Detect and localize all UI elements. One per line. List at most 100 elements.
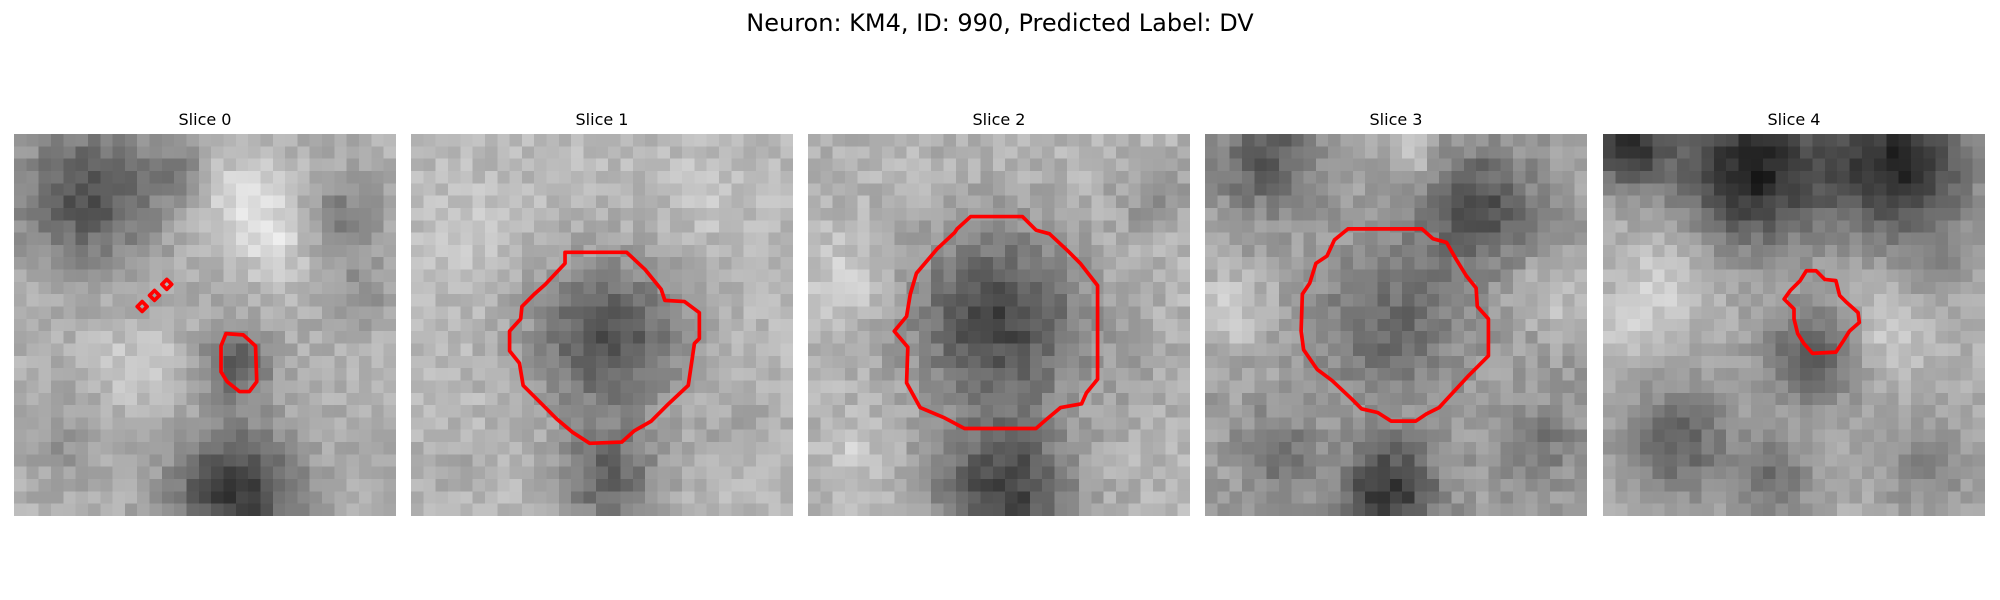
image-pixel <box>497 319 510 332</box>
image-pixel <box>199 183 212 196</box>
image-pixel <box>371 245 384 258</box>
image-pixel <box>1513 233 1526 246</box>
image-pixel <box>125 331 138 344</box>
image-pixel <box>1427 134 1440 147</box>
image-pixel <box>1254 504 1267 516</box>
image-pixel <box>808 134 821 147</box>
image-pixel <box>384 208 396 221</box>
image-pixel <box>547 282 560 295</box>
image-pixel <box>1242 504 1255 516</box>
image-pixel <box>1776 245 1789 258</box>
image-pixel <box>223 356 236 369</box>
image-pixel <box>51 220 64 233</box>
image-pixel <box>1615 171 1628 184</box>
image-pixel <box>968 307 981 320</box>
image-pixel <box>919 233 932 246</box>
image-pixel <box>944 491 957 504</box>
image-pixel <box>411 417 424 430</box>
image-pixel <box>1702 146 1715 159</box>
image-pixel <box>14 417 27 430</box>
image-pixel <box>1116 294 1129 307</box>
image-pixel <box>51 270 64 283</box>
image-pixel <box>1702 430 1715 443</box>
image-pixel <box>857 467 870 480</box>
image-pixel <box>1874 467 1887 480</box>
image-pixel <box>1562 257 1575 270</box>
image-pixel <box>919 134 932 147</box>
image-pixel <box>63 454 76 467</box>
image-pixel <box>223 442 236 455</box>
image-pixel <box>870 405 883 418</box>
image-pixel <box>968 319 981 332</box>
image-pixel <box>993 171 1006 184</box>
image-pixel <box>1849 146 1862 159</box>
image-pixel <box>359 220 372 233</box>
image-pixel <box>1763 134 1776 147</box>
image-pixel <box>707 454 720 467</box>
image-pixel <box>1640 380 1653 393</box>
image-pixel <box>174 196 187 209</box>
image-pixel <box>1304 479 1317 492</box>
image-pixel <box>137 467 150 480</box>
image-pixel <box>919 430 932 443</box>
image-pixel <box>76 504 89 516</box>
image-pixel <box>1304 294 1317 307</box>
image-pixel <box>411 196 424 209</box>
image-pixel <box>1378 430 1391 443</box>
image-pixel <box>534 343 547 356</box>
image-pixel <box>1304 134 1317 147</box>
image-pixel <box>510 454 523 467</box>
image-pixel <box>1948 220 1961 233</box>
image-pixel <box>1378 491 1391 504</box>
image-pixel <box>150 208 163 221</box>
image-pixel <box>1837 467 1850 480</box>
image-pixel <box>436 380 449 393</box>
image-pixel <box>322 430 335 443</box>
image-pixel <box>633 159 646 172</box>
image-pixel <box>645 307 658 320</box>
image-pixel <box>1788 245 1801 258</box>
image-pixel <box>1862 393 1875 406</box>
image-pixel <box>14 491 27 504</box>
image-pixel <box>1874 368 1887 381</box>
image-pixel <box>820 380 833 393</box>
image-pixel <box>174 257 187 270</box>
image-pixel <box>1800 146 1813 159</box>
image-pixel <box>522 183 535 196</box>
image-pixel <box>1153 430 1166 443</box>
image-pixel <box>1005 491 1018 504</box>
image-pixel <box>285 146 298 159</box>
image-pixel <box>174 417 187 430</box>
image-pixel <box>1763 504 1776 516</box>
image-pixel <box>1714 134 1727 147</box>
image-pixel <box>1640 183 1653 196</box>
image-pixel <box>571 368 584 381</box>
image-pixel <box>510 183 523 196</box>
image-pixel <box>460 171 473 184</box>
image-pixel <box>707 134 720 147</box>
image-pixel <box>162 134 175 147</box>
image-pixel <box>1911 504 1924 516</box>
image-pixel <box>1205 331 1218 344</box>
image-pixel <box>1776 479 1789 492</box>
image-pixel <box>460 233 473 246</box>
image-pixel <box>39 282 52 295</box>
image-pixel <box>1316 294 1329 307</box>
image-pixel <box>596 146 609 159</box>
image-pixel <box>820 331 833 344</box>
image-pixel <box>1973 208 1985 221</box>
image-pixel <box>423 183 436 196</box>
image-pixel <box>1054 183 1067 196</box>
image-pixel <box>534 245 547 258</box>
image-pixel <box>682 183 695 196</box>
image-pixel <box>1513 491 1526 504</box>
image-pixel <box>1837 442 1850 455</box>
image-pixel <box>236 220 249 233</box>
image-pixel <box>1862 479 1875 492</box>
image-pixel <box>76 380 89 393</box>
image-pixel <box>100 282 113 295</box>
image-pixel <box>571 294 584 307</box>
image-pixel <box>1628 319 1641 332</box>
image-pixel <box>1874 282 1887 295</box>
image-pixel <box>273 343 286 356</box>
